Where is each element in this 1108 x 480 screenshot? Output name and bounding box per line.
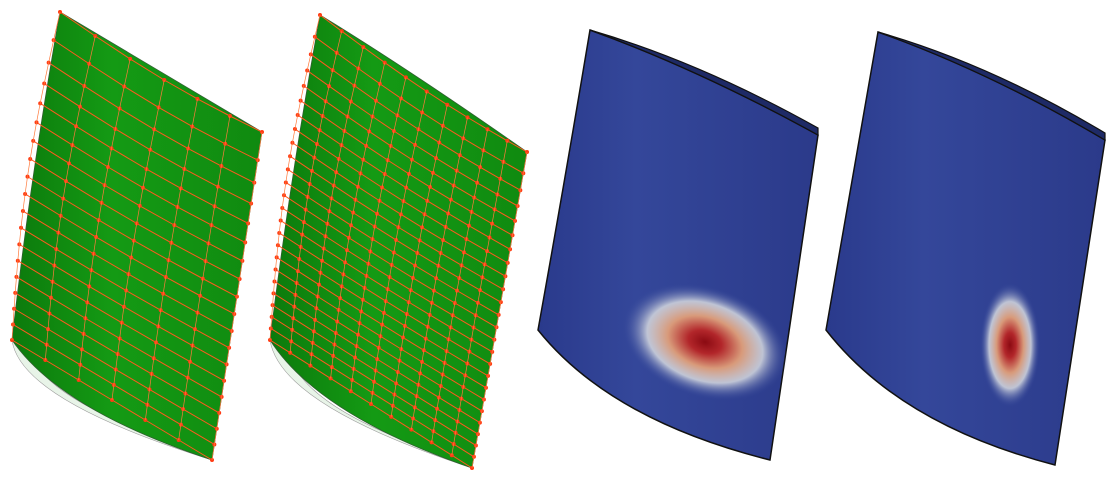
heat-spot [980, 283, 1040, 407]
page: (() => { const g = document.getElementBy… [0, 0, 1108, 480]
green-surface [12, 12, 262, 460]
blue-surface [826, 32, 1105, 465]
blue-surface [538, 30, 818, 460]
scene [0, 0, 1108, 480]
